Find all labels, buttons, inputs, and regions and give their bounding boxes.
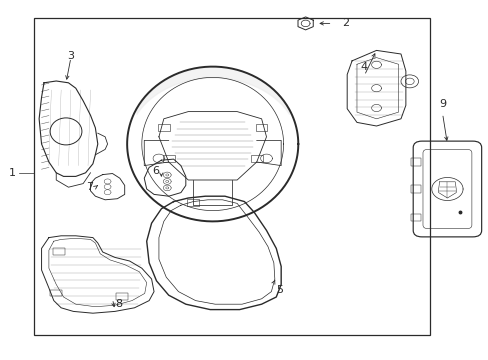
Text: 6: 6 (152, 166, 159, 176)
Bar (163, 155, 174, 162)
Bar (34, 18, 429, 335)
Text: 9: 9 (438, 99, 445, 109)
Bar (255, 124, 267, 131)
Bar (53, 248, 64, 255)
Bar (410, 158, 420, 166)
Text: 4: 4 (360, 62, 367, 72)
Bar (50, 290, 62, 296)
Bar (410, 214, 420, 221)
Bar (116, 293, 128, 300)
Text: 7: 7 (85, 182, 93, 192)
Text: 1: 1 (9, 168, 16, 178)
Bar (250, 155, 262, 162)
Text: 2: 2 (342, 18, 349, 28)
Bar (187, 199, 199, 206)
Bar (410, 185, 420, 193)
Text: 8: 8 (115, 299, 122, 309)
Bar (158, 124, 169, 131)
Text: 3: 3 (67, 51, 74, 61)
Text: 5: 5 (276, 285, 283, 295)
